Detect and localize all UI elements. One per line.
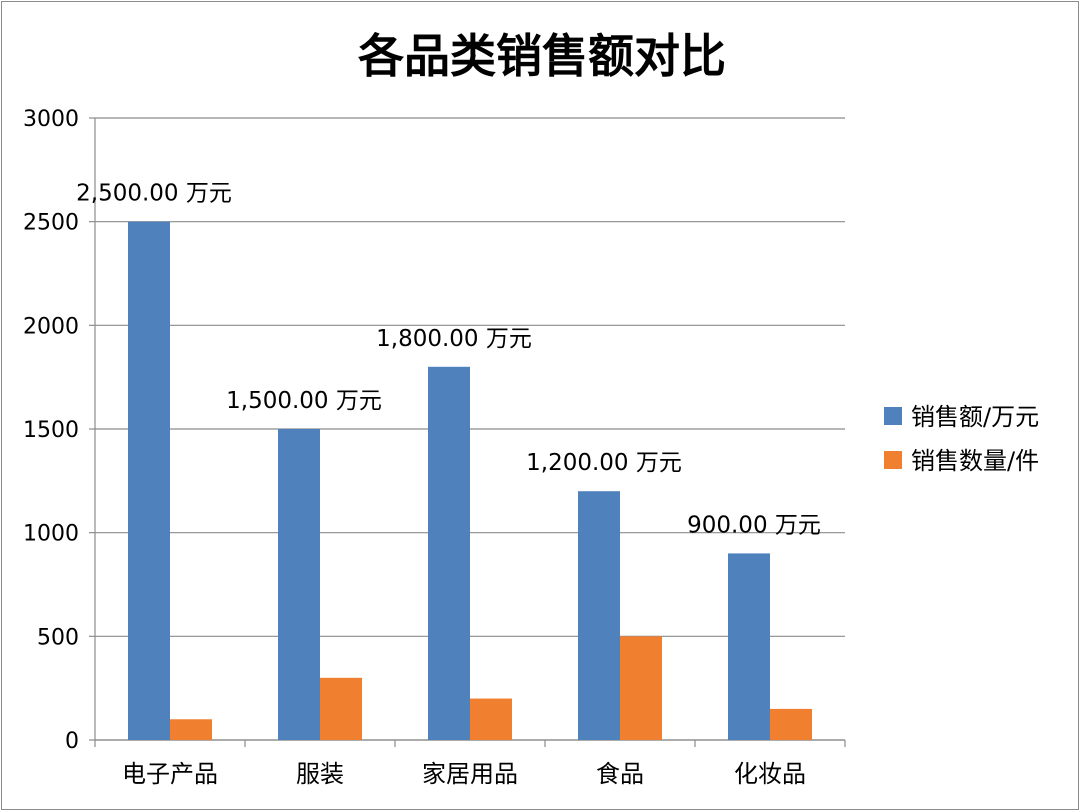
x-tick-label: 食品 bbox=[596, 760, 644, 788]
y-tick-label: 0 bbox=[65, 729, 79, 754]
data-label: 1,500.00 万元 bbox=[226, 388, 382, 414]
legend-swatch bbox=[884, 407, 902, 425]
chart-title: 各品类销售额对比 bbox=[358, 29, 726, 83]
y-tick-label: 1000 bbox=[23, 522, 79, 547]
x-tick-label: 电子产品 bbox=[122, 760, 218, 788]
bar-sales-quantity bbox=[170, 719, 212, 740]
data-label: 1,200.00 万元 bbox=[526, 450, 682, 476]
legend-swatch bbox=[884, 451, 902, 469]
bar-sales-quantity bbox=[470, 698, 512, 740]
bar-sales-quantity bbox=[320, 677, 362, 740]
data-label: 1,800.00 万元 bbox=[376, 326, 532, 352]
bar-sales-amount bbox=[578, 491, 620, 740]
data-label: 900.00 万元 bbox=[687, 512, 821, 538]
bar-sales-quantity bbox=[770, 708, 812, 740]
x-tick-label: 服装 bbox=[296, 760, 344, 788]
y-tick-label: 500 bbox=[37, 625, 79, 650]
y-tick-label: 1500 bbox=[23, 418, 79, 443]
y-tick-label: 2000 bbox=[23, 314, 79, 339]
bar-sales-amount bbox=[128, 221, 170, 740]
bar-sales-amount bbox=[728, 553, 770, 740]
bar-sales-quantity bbox=[620, 636, 662, 740]
y-tick-label: 3000 bbox=[23, 107, 79, 132]
legend-label: 销售数量/件 bbox=[911, 447, 1039, 475]
bar-sales-amount bbox=[278, 429, 320, 740]
y-tick-label: 2500 bbox=[23, 211, 79, 236]
x-tick-label: 家居用品 bbox=[422, 760, 518, 788]
legend-label: 销售额/万元 bbox=[911, 403, 1039, 431]
data-label: 2,500.00 万元 bbox=[76, 181, 232, 207]
x-tick-label: 化妆品 bbox=[734, 760, 806, 788]
bar-sales-amount bbox=[428, 366, 470, 740]
